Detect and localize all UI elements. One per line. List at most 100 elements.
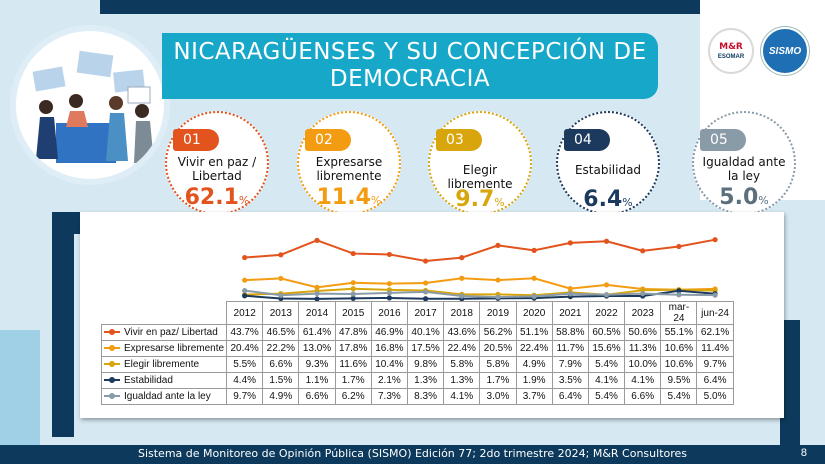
table-cell: 4.9% [262,388,300,405]
table-year-header: mar-24 [660,301,698,325]
data-point [242,254,248,261]
table-year-header: 2013 [262,301,300,325]
table-cell: 5.5% [226,356,264,373]
table-year-header: 2021 [551,301,589,325]
table-year-header: 2020 [515,301,553,325]
legend-swatch-icon [104,376,120,384]
data-point [459,255,465,261]
table-year-header: 2022 [587,301,626,325]
card-value: 62.1% [167,185,267,210]
legend-swatch-icon [104,328,120,336]
series-name: Igualdad ante la ley [124,391,211,402]
data-point [495,294,501,300]
card-label-line-1: Igualdad ante [702,155,786,169]
data-point [350,295,356,301]
table-cell: 7.3% [370,388,408,405]
card-label-line-1: Vivir en paz / [177,155,257,169]
table-cell: 61.4% [298,324,336,341]
table-year-header: 2015 [334,301,372,325]
table-cell: 6.6% [624,388,662,405]
table-cell: 8.3% [406,388,445,405]
table-cell: 9.8% [406,356,445,373]
data-point [712,237,718,243]
data-point [350,286,356,292]
left-accent-block [0,330,40,445]
table-cell: 50.6% [624,324,662,341]
data-point [422,280,429,286]
table-year-header: 2017 [406,301,445,325]
card-number-badge: 05 [700,129,746,151]
table-cell: 58.8% [551,324,589,341]
table-year-header: 2014 [298,301,336,325]
card-value-unit: % [622,196,633,209]
table-cell: 46.5% [262,324,300,341]
table-cell: 6.6% [262,356,300,373]
chart-frame-right [780,320,800,445]
chart-frame-left [52,212,74,437]
data-point [495,242,501,249]
data-point [278,275,284,282]
mr-consultores-logo: M&R ESOMAR [708,28,754,74]
data-point [676,288,682,294]
footer-text: Sistema de Monitoreo de Opinión Pública … [137,447,688,460]
table-cell: 9.3% [298,356,336,373]
page-title-line-2: DEMOCRACIA [329,66,491,92]
table-cell: 17.8% [334,340,372,357]
table-row: Igualdad ante la ley 9.7% 4.9% 6.6% 6.2% 7.3%… [100,388,734,405]
data-point [350,291,356,297]
series-legend-label: Igualdad ante la ley [100,388,228,405]
series-name: Expresarse libremente [124,343,225,354]
table-cell: 13.0% [298,340,336,357]
legend-swatch-icon [104,392,120,400]
table-cell: 5.0% [696,388,734,405]
table-cell: 20.4% [226,340,264,357]
table-cell: 7.9% [551,356,589,373]
data-point [242,287,248,294]
data-point [314,284,320,290]
table-cell: 1.1% [298,372,336,389]
top-accent-bar [100,0,825,14]
card-label: Estabilidad [558,163,658,177]
indicator-card-2: 02 Expresarse libremente 11.4% [297,111,401,215]
table-cell: 1.3% [443,372,481,389]
table-cell: 1.7% [334,372,372,389]
card-value-number: 6.4 [583,187,623,212]
card-value-unit: % [370,194,382,207]
table-cell: 22.4% [443,340,481,357]
data-point [386,251,392,258]
card-value: 11.4% [299,185,399,210]
table-cell: 5.8% [443,356,481,373]
table-cell: 10.0% [624,356,662,373]
data-point [567,240,573,246]
table-row: Expresarse libremente 20.4% 22.2% 13.0% 17.8… [100,340,734,357]
series-legend-label: Estabilidad [100,372,228,389]
card-label: Elegir libremente [430,163,530,191]
table-body: Vivir en paz/ Libertad 43.7% 46.5% 61.4% 47.… [100,324,734,405]
data-point [350,280,356,286]
card-value-number: 9.7 [455,187,495,212]
data-point [531,293,537,300]
table-cell: 46.9% [370,324,408,341]
sismo-logo-text: SISMO [768,46,802,57]
footer-bar: Sistema de Monitoreo de Opinión Pública … [0,445,825,464]
page-title-line-1: NICARAGÜENSES Y SU CONCEPCIÓN DE [173,39,647,65]
card-value-number: 62.1 [184,185,239,210]
table-cell: 5.8% [479,356,517,373]
data-point [495,277,501,283]
table-cell: 6.4% [696,372,734,389]
table-corner-cell [102,302,227,325]
data-point [350,250,356,257]
table-cell: 6.4% [551,388,589,405]
table-cell: 3.0% [479,388,517,405]
table-row: Vivir en paz/ Libertad 43.7% 46.5% 61.4% 47.… [100,324,734,341]
indicator-card-5: 05 Igualdad ante la ley 5.0% [692,111,796,215]
card-value: 9.7% [430,187,530,212]
data-point [531,275,537,281]
data-point [242,293,248,299]
table-cell: 9.7% [226,388,264,405]
table-cell: 15.6% [587,340,626,357]
table-cell: 9.5% [660,372,698,389]
data-table: 2012 2013 2014 2015 2016 2017 2018 2019 2020 2021… [100,301,734,405]
data-point [640,248,646,254]
sismo-logo: SISMO [761,27,809,75]
